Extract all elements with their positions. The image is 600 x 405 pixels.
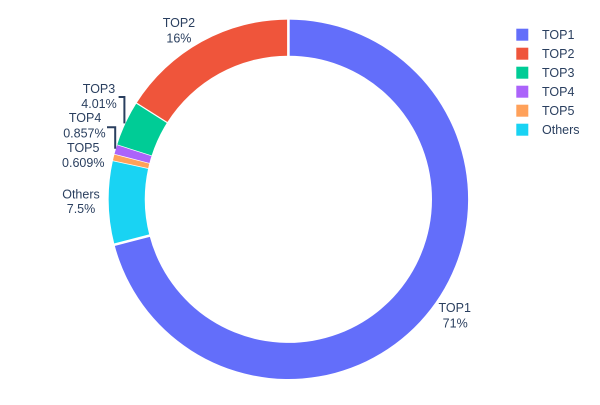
svg-text:TOP5: TOP5	[67, 141, 99, 155]
svg-text:TOP1: TOP1	[438, 301, 470, 315]
svg-text:TOP3: TOP3	[83, 82, 115, 96]
svg-text:Others: Others	[62, 188, 100, 202]
svg-text:7.5%: 7.5%	[67, 202, 96, 216]
svg-text:0.609%: 0.609%	[62, 156, 104, 170]
svg-text:TOP4: TOP4	[542, 85, 574, 99]
svg-text:TOP3: TOP3	[542, 66, 574, 80]
svg-text:Others: Others	[542, 123, 580, 137]
svg-text:TOP5: TOP5	[542, 104, 574, 118]
svg-text:TOP1: TOP1	[542, 28, 574, 42]
svg-text:71%: 71%	[443, 316, 468, 330]
svg-text:TOP2: TOP2	[163, 16, 195, 30]
svg-text:TOP2: TOP2	[542, 47, 574, 61]
svg-text:0.857%: 0.857%	[63, 126, 105, 140]
svg-text:4.01%: 4.01%	[81, 97, 116, 111]
svg-text:TOP4: TOP4	[69, 111, 101, 125]
svg-text:16%: 16%	[166, 31, 191, 45]
